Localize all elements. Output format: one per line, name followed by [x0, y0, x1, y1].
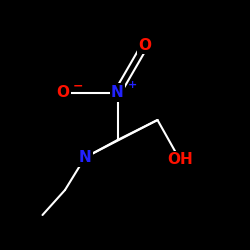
Text: O: O — [138, 38, 151, 52]
Text: N: N — [111, 85, 124, 100]
Text: O: O — [56, 85, 69, 100]
Text: N: N — [78, 150, 92, 165]
Text: −: − — [72, 80, 83, 93]
Text: OH: OH — [167, 152, 193, 168]
Text: +: + — [128, 80, 137, 90]
